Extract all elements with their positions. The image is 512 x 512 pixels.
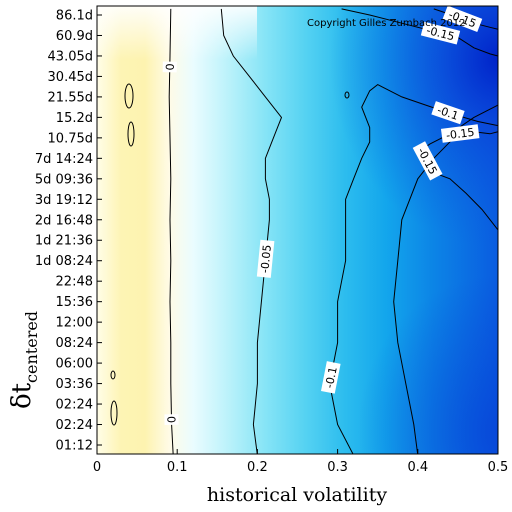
svg-text:δtcentered: δtcentered [7, 311, 41, 409]
y-axis-title: δtcentered [7, 311, 41, 409]
contour-label-background [164, 414, 179, 426]
contour-island [124, 83, 134, 109]
y-tick-label: 43.05d [48, 49, 93, 64]
y-tick-label: 12:00 [56, 316, 93, 331]
y-tick-label: 60.9d [56, 29, 93, 44]
y-tick-label: 15.2d [56, 111, 93, 126]
contour-label: 0 [164, 414, 179, 426]
contour-line [168, 8, 174, 454]
y-tick-label: 2d 16:48 [35, 213, 93, 228]
contour-label-text: -0.05 [258, 244, 274, 274]
x-tick-label: 0.5 [488, 460, 509, 475]
contour-line [220, 8, 283, 454]
contour-label-background [256, 239, 275, 278]
y-tick-label: 02:24 [56, 398, 93, 413]
contour-label-background [420, 21, 461, 45]
y-tick-label: 03:36 [56, 377, 93, 392]
y-tick-label: 86.1d [56, 9, 93, 24]
y-axis-ticks: 01:12 02:24 02:24 03:36 06:00 08:24 12:00 15:36… [35, 9, 102, 454]
y-tick-label: 15:36 [56, 295, 93, 310]
contour-label-background [321, 361, 341, 394]
contour-label: -0.15 [440, 124, 480, 143]
contour-label-text: 0 [164, 416, 177, 423]
contour-label-background [440, 124, 480, 143]
contour-island [344, 91, 350, 99]
heatmap-top-fade [97, 6, 257, 454]
y-tick-label: 7d 14:24 [35, 152, 93, 167]
y-tick-label: 02:24 [56, 418, 93, 433]
plot-frame [96, 5, 499, 455]
x-tick-label: 0.4 [407, 460, 428, 475]
contour-label-background [162, 61, 177, 73]
y-tick-label: 21.55d [48, 90, 93, 105]
contour-label-text: -0.1 [323, 366, 340, 390]
x-tick-label: 0 [93, 460, 101, 475]
y-tick-label: 06:00 [56, 357, 93, 372]
x-tick-label: 0.3 [327, 460, 348, 475]
x-axis-title: historical volatility [207, 484, 387, 506]
copyright-notice: Copyright Gilles Zumbach 2012 [307, 18, 466, 29]
plot-area: 00-0.05-0.1-0.1-0.15-0.15-0.15-0.15 Copy… [97, 6, 498, 454]
y-tick-label: 30.45d [48, 70, 93, 85]
y-tick-label: 22:48 [56, 275, 93, 290]
y-tick-label: 5d 09:36 [35, 172, 93, 187]
contour-island [127, 121, 135, 147]
x-axis-ticks: 0 0.1 0.2 0.3 0.4 0.5 [93, 449, 508, 475]
contour-line [329, 84, 498, 454]
y-tick-label: 1d 21:36 [35, 234, 93, 249]
contour-islands [110, 83, 350, 426]
contour-label-background [442, 6, 483, 32]
x-tick-label: 0.1 [167, 460, 188, 475]
y-axis-title-subscript: centered [22, 311, 41, 383]
contour-label: -0.05 [256, 239, 275, 278]
contour-label: 0 [162, 61, 177, 73]
y-tick-label: 01:12 [56, 439, 93, 454]
contour-label-text: -0.15 [445, 126, 475, 143]
y-axis-title-main: δt [7, 382, 37, 409]
contour-island [110, 400, 118, 426]
contour-label-text: 0 [164, 63, 177, 70]
contour-island [110, 370, 116, 380]
contour-label-background [412, 141, 443, 181]
y-tick-label: 3d 19:12 [35, 193, 93, 208]
y-tick-label: 10.75d [48, 131, 93, 146]
y-tick-label: 08:24 [56, 336, 93, 351]
y-tick-label: 1d 08:24 [35, 254, 93, 269]
contour-label: -0.1 [321, 361, 341, 394]
x-tick-label: 0.2 [247, 460, 268, 475]
contour-label-background [431, 101, 465, 125]
